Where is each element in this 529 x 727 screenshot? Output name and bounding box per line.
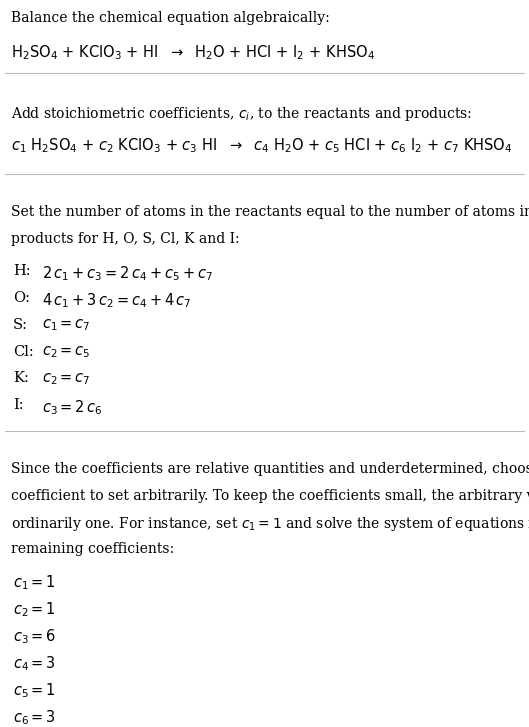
- Text: $c_3 = 2\,c_6$: $c_3 = 2\,c_6$: [42, 398, 103, 417]
- Text: H:: H:: [13, 264, 31, 278]
- Text: O:: O:: [13, 291, 30, 305]
- Text: $2\,c_1 + c_3 = 2\,c_4 + c_5 + c_7$: $2\,c_1 + c_3 = 2\,c_4 + c_5 + c_7$: [42, 264, 213, 283]
- Text: $c_4 = 3$: $c_4 = 3$: [13, 654, 56, 673]
- Text: $c_2 = 1$: $c_2 = 1$: [13, 601, 56, 619]
- Text: coefficient to set arbitrarily. To keep the coefficients small, the arbitrary va: coefficient to set arbitrarily. To keep …: [11, 489, 529, 502]
- Text: $c_2 = c_7$: $c_2 = c_7$: [42, 371, 91, 387]
- Text: $c_1 = c_7$: $c_1 = c_7$: [42, 318, 91, 334]
- Text: I:: I:: [13, 398, 24, 412]
- Text: K:: K:: [13, 371, 29, 385]
- Text: Balance the chemical equation algebraically:: Balance the chemical equation algebraica…: [11, 11, 330, 25]
- Text: S:: S:: [13, 318, 28, 332]
- Text: $c_5 = 1$: $c_5 = 1$: [13, 681, 56, 700]
- Text: $c_1 = 1$: $c_1 = 1$: [13, 574, 56, 593]
- Text: remaining coefficients:: remaining coefficients:: [11, 542, 174, 556]
- Text: $\mathrm{H_2SO_4}$ + $\mathrm{KClO_3}$ + HI  $\rightarrow$  $\mathrm{H_2O}$ + HC: $\mathrm{H_2SO_4}$ + $\mathrm{KClO_3}$ +…: [11, 43, 375, 62]
- Text: Set the number of atoms in the reactants equal to the number of atoms in the: Set the number of atoms in the reactants…: [11, 205, 529, 219]
- Text: $c_3 = 6$: $c_3 = 6$: [13, 627, 57, 646]
- Text: $4\,c_1 + 3\,c_2 = c_4 + 4\,c_7$: $4\,c_1 + 3\,c_2 = c_4 + 4\,c_7$: [42, 291, 192, 310]
- Text: Since the coefficients are relative quantities and underdetermined, choose a: Since the coefficients are relative quan…: [11, 462, 529, 475]
- Text: ordinarily one. For instance, set $c_1 = 1$ and solve the system of equations fo: ordinarily one. For instance, set $c_1 =…: [11, 515, 529, 534]
- Text: $c_2 = c_5$: $c_2 = c_5$: [42, 345, 91, 361]
- Text: Cl:: Cl:: [13, 345, 34, 358]
- Text: products for H, O, S, Cl, K and I:: products for H, O, S, Cl, K and I:: [11, 232, 239, 246]
- Text: $c_6 = 3$: $c_6 = 3$: [13, 708, 56, 727]
- Text: Add stoichiometric coefficients, $c_i$, to the reactants and products:: Add stoichiometric coefficients, $c_i$, …: [11, 105, 472, 123]
- Text: $c_1$ $\mathrm{H_2SO_4}$ + $c_2$ $\mathrm{KClO_3}$ + $c_3$ HI  $\rightarrow$  $c: $c_1$ $\mathrm{H_2SO_4}$ + $c_2$ $\mathr…: [11, 137, 512, 156]
